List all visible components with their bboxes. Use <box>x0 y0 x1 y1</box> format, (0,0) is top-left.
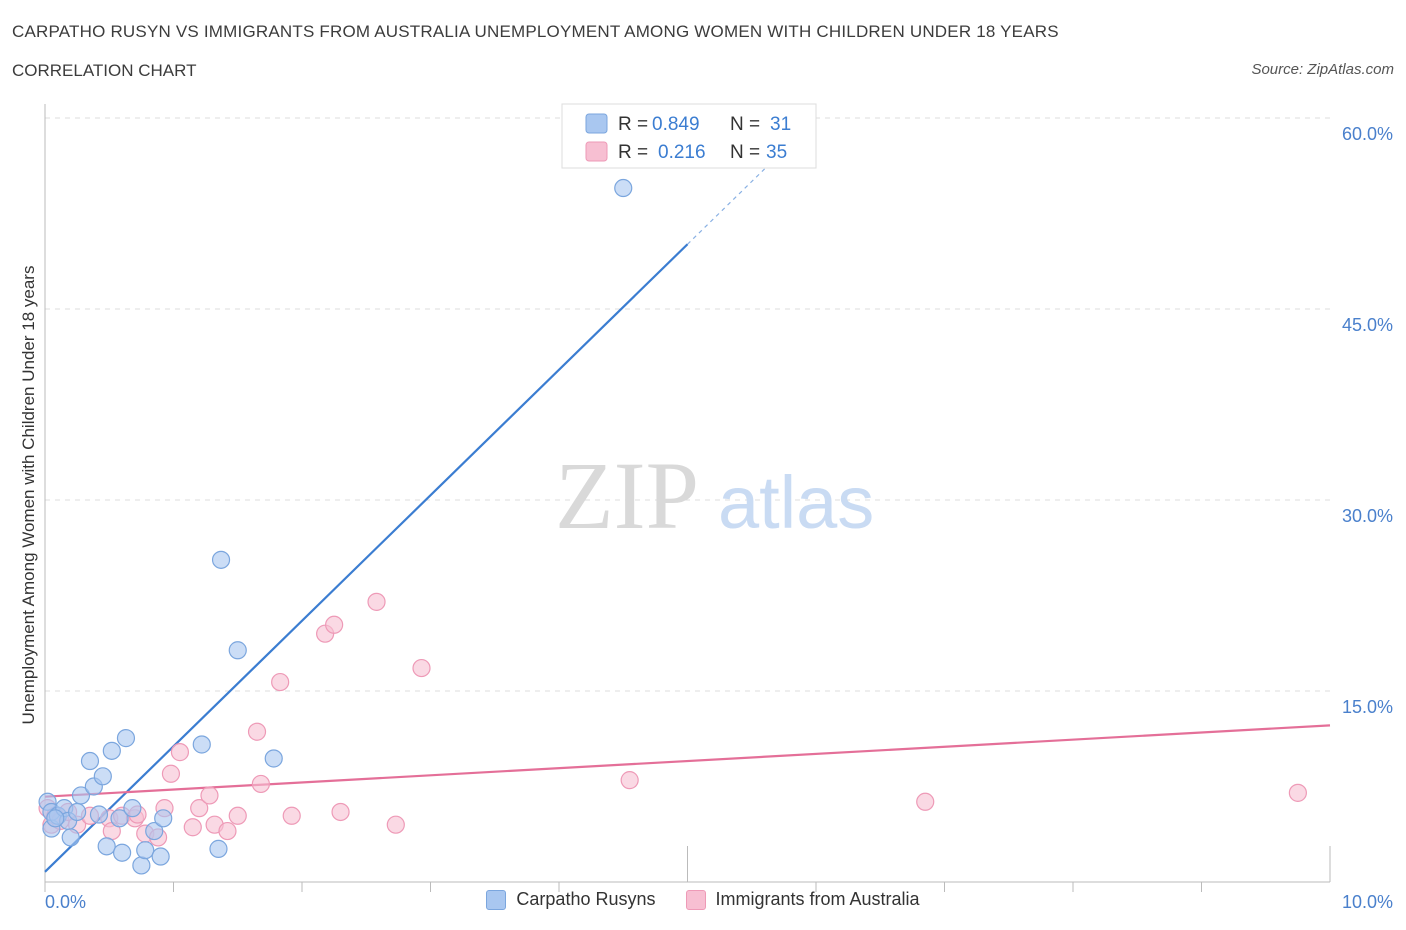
point-australia-35 <box>1288 783 1307 802</box>
point-carpatho-27 <box>228 641 247 660</box>
point-carpatho-6 <box>61 828 80 847</box>
point-australia-17 <box>183 818 202 837</box>
point-australia-21 <box>218 821 237 841</box>
legend-item-australia: Immigrants from Australia <box>685 889 920 910</box>
chart-subtitle: CORRELATION CHART <box>12 61 197 80</box>
point-australia-34 <box>916 792 935 811</box>
point-australia-29 <box>331 802 350 822</box>
point-australia-18 <box>190 799 209 818</box>
y-tick-label-3: 60.0% <box>1342 124 1393 144</box>
point-australia-16 <box>170 743 190 762</box>
point-australia-33 <box>620 771 639 790</box>
tick-labels: 15.0% 30.0% 45.0% 60.0% 0.0% 10.0% <box>45 124 1393 912</box>
point-carpatho-18 <box>123 799 142 818</box>
point-carpatho-7 <box>68 802 87 822</box>
point-carpatho-25 <box>209 839 228 858</box>
point-australia-28 <box>325 615 344 634</box>
y-axis-label: Unemployment Among Women with Children U… <box>19 266 38 725</box>
axes <box>44 104 1331 892</box>
point-carpatho-22 <box>151 847 170 866</box>
point-australia-25 <box>271 672 290 692</box>
point-carpatho-26 <box>211 550 231 569</box>
x-tick-label-0: 0.0% <box>45 892 86 912</box>
legend-label-carpatho: Carpatho Rusyns <box>516 889 656 909</box>
point-australia-26 <box>282 806 301 825</box>
point-carpatho-21 <box>145 821 164 841</box>
source-credit: Source: ZipAtlas.com <box>1251 61 1394 78</box>
point-carpatho-30 <box>46 809 65 828</box>
watermark-zip: ZIP <box>555 442 699 549</box>
point-carpatho-23 <box>154 809 173 828</box>
point-australia-15 <box>161 764 181 783</box>
trend-line-carpatho-extension <box>687 168 766 245</box>
point-australia-31 <box>386 815 405 834</box>
point-carpatho-20 <box>136 841 155 860</box>
point-australia-23 <box>247 722 267 741</box>
data-points <box>38 178 1307 875</box>
watermark-atlas: atlas <box>718 461 874 544</box>
point-carpatho-29 <box>614 178 633 198</box>
grid-lines <box>45 117 1330 692</box>
legend-n-value-1: 31 <box>770 114 791 135</box>
point-carpatho-11 <box>89 805 109 824</box>
point-carpatho-13 <box>97 837 116 856</box>
legend-swatch-blue <box>585 113 608 134</box>
legend-r-label-1: R = <box>618 114 648 135</box>
x-tick-label-1: 10.0% <box>1342 892 1393 912</box>
y-tick-label-2: 45.0% <box>1342 315 1393 335</box>
legend-swatch-pink <box>585 141 608 162</box>
point-carpatho-28 <box>264 749 283 768</box>
point-carpatho-14 <box>102 741 121 760</box>
legend-swatch-carpatho <box>486 889 507 910</box>
legend-swatch-australia <box>685 889 706 910</box>
legend-r-value-1: 0.849 <box>652 114 700 135</box>
legend-n-value-2: 35 <box>766 142 787 163</box>
point-carpatho-17 <box>116 729 136 748</box>
point-carpatho-16 <box>112 843 132 862</box>
point-carpatho-19 <box>132 856 151 875</box>
point-carpatho-12 <box>93 767 112 786</box>
trend-line-carpatho <box>44 243 689 873</box>
legend-n-label-2: N = <box>730 142 760 163</box>
point-australia-22 <box>228 806 247 825</box>
chart-title: CARPATHO RUSYN VS IMMIGRANTS FROM AUSTRA… <box>12 22 1059 41</box>
y-tick-label-0: 15.0% <box>1342 697 1393 717</box>
legend-label-australia: Immigrants from Australia <box>715 889 920 909</box>
point-australia-30 <box>367 592 386 611</box>
legend-r-value-2: 0.216 <box>658 142 706 163</box>
point-carpatho-15 <box>110 809 129 828</box>
trend-line-australia <box>44 724 1331 798</box>
point-carpatho-9 <box>80 751 100 771</box>
stats-legend: R = 0.849 N = 31 R = 0.216 N = 35 <box>561 103 817 169</box>
watermark: ZIP atlas <box>555 442 874 549</box>
legend-item-carpatho: Carpatho Rusyns <box>486 889 656 910</box>
legend-n-label-1: N = <box>730 114 760 135</box>
point-carpatho-24 <box>192 735 211 754</box>
legend-r-label-2: R = <box>618 142 648 163</box>
point-australia-32 <box>412 658 431 678</box>
y-tick-label-1: 30.0% <box>1342 506 1393 526</box>
series-legend: Carpatho Rusyns Immigrants from Australi… <box>0 889 1406 910</box>
point-australia-24 <box>251 774 270 794</box>
point-australia-19 <box>200 786 219 805</box>
point-carpatho-8 <box>71 786 91 805</box>
